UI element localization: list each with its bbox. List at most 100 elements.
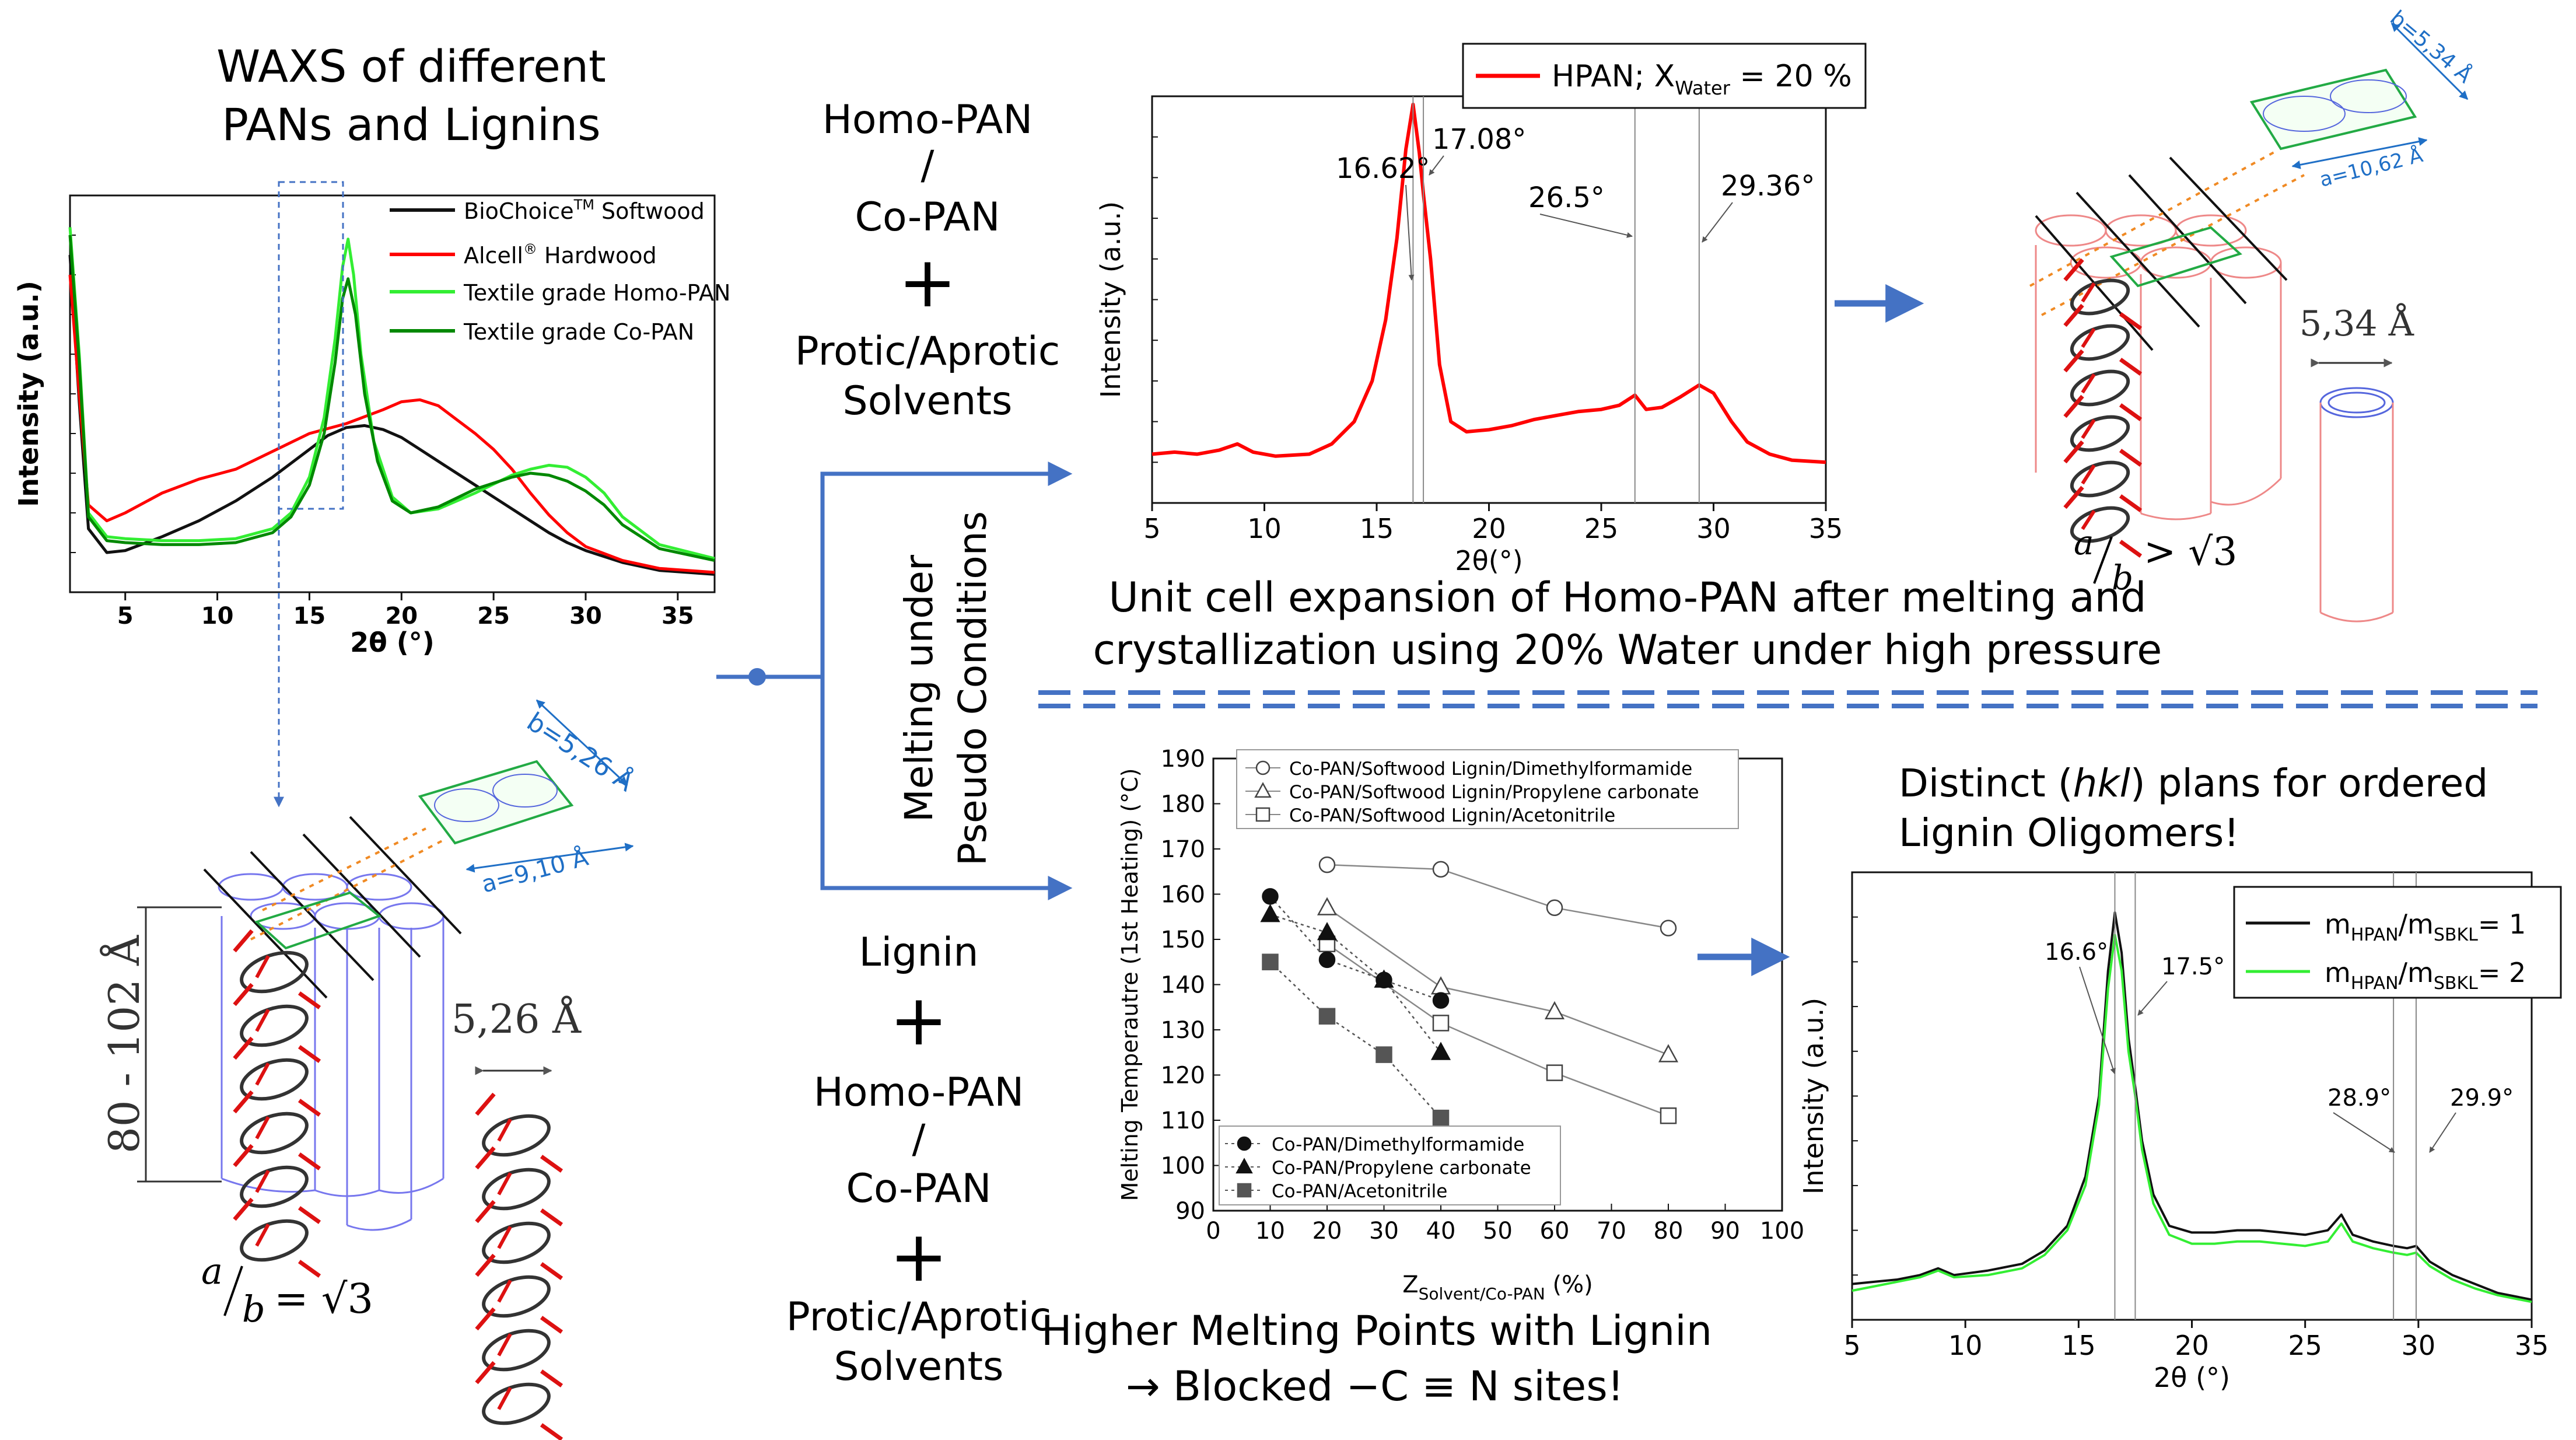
lignin-waxs-panel: Distinct (hkl) plans for ordered Lignin … <box>1798 761 2562 1393</box>
hpan-caption-line1: Unit cell expansion of Homo-PAN after me… <box>1109 574 2147 621</box>
x-tick-label: 35 <box>662 603 694 630</box>
data-point <box>1317 922 1338 941</box>
side-group <box>475 1092 496 1116</box>
side-group <box>540 1423 564 1440</box>
data-point <box>1660 1107 1677 1124</box>
side-group <box>255 1169 270 1193</box>
x-axis-label: 2θ (°) <box>2154 1362 2230 1393</box>
y-tick-label: 90 <box>1175 1198 1205 1225</box>
waxs-title-line1: WAXS of different <box>216 40 606 92</box>
hpan-caption-line2: crystallization using 20% Water under hi… <box>1093 626 2162 674</box>
branch-label: Melting under Pseudo Conditions <box>897 511 995 866</box>
helix-turn <box>482 1168 551 1211</box>
peak-annotation-arrow <box>2429 1112 2456 1153</box>
chain-height-label: 80 - 102 Å <box>99 935 149 1154</box>
x-tick-label: 20 <box>1472 513 1506 544</box>
side-group <box>255 955 270 978</box>
chain-spacing-left: 5,26 Å <box>452 996 582 1043</box>
svg-text:+: + <box>890 980 949 1061</box>
y-tick-label: 180 <box>1161 791 1205 818</box>
center-top-text: Homo-PAN / Co-PAN + Protic/Aprotic Solve… <box>795 97 1060 424</box>
y-tick-label: 100 <box>1161 1153 1205 1180</box>
x-tick-label: 10 <box>201 603 234 630</box>
helix-turn <box>240 1219 309 1262</box>
data-point <box>1237 1136 1252 1151</box>
lignin-legend: mHPAN/mSBKL= 1 mHPAN/mSBKL= 2 <box>2233 886 2562 999</box>
svg-text:Solvents: Solvents <box>843 378 1013 424</box>
waxs-legend: BioChoiceTM Softwood Alcell® Hardwood Te… <box>390 197 730 345</box>
helix-turn <box>2070 506 2130 543</box>
y-tick-label: 140 <box>1161 972 1205 999</box>
series-line-3 <box>1326 943 1669 1117</box>
data-point <box>1432 1015 1450 1032</box>
x-tick-label: 20 <box>2175 1330 2209 1361</box>
data-point <box>1546 1064 1563 1081</box>
lignin-legend-1: mHPAN/mSBKL= 1 <box>2325 908 2526 945</box>
helix-turn <box>240 1112 309 1155</box>
legend-label: Co-PAN/Softwood Lignin/Acetonitrile <box>1289 805 1615 826</box>
side-group <box>298 1045 321 1063</box>
y-tick-label: 110 <box>1161 1107 1205 1134</box>
side-group <box>2081 373 2096 394</box>
side-group <box>2063 394 2084 418</box>
helix-turn <box>240 950 309 994</box>
side-group <box>255 1062 270 1086</box>
peak-label: 16.62° <box>1336 152 1430 185</box>
side-group <box>2081 418 2096 439</box>
data-point <box>1254 782 1272 798</box>
svg-text:Homo-PAN: Homo-PAN <box>814 1069 1024 1116</box>
x-tick-label: 5 <box>1843 1330 1860 1361</box>
side-group <box>2119 403 2143 421</box>
side-group <box>2119 540 2143 558</box>
peak-annotation-arrow <box>1702 202 1733 243</box>
series-line-4 <box>68 235 715 562</box>
helix-turn <box>482 1221 551 1264</box>
unit-cell-bundle-left <box>254 891 382 950</box>
plot-frame <box>1151 95 1827 504</box>
peak-label: 29.9° <box>2450 1085 2514 1112</box>
helix-bundle-right <box>2063 258 2143 558</box>
lattice-lines-right <box>2035 156 2288 351</box>
series-line-2 <box>1326 907 1669 1055</box>
side-group <box>475 1146 496 1170</box>
x-tick-label: 5 <box>117 603 134 630</box>
helix-turn <box>482 1275 551 1318</box>
x-tick-label: 50 <box>1483 1218 1513 1245</box>
x-tick-label: 60 <box>1540 1218 1570 1245</box>
legend-label: Co-PAN/Propylene carbonate <box>1272 1158 1531 1179</box>
helix-turn <box>2070 324 2130 361</box>
x-tick-label: 80 <box>1654 1218 1684 1245</box>
x-axis-label: 2θ(°) <box>1455 545 1522 576</box>
legend-box-top <box>1236 749 1739 829</box>
peak-annotation-arrow <box>2137 981 2168 1016</box>
x-tick-label: 0 <box>1206 1218 1220 1245</box>
helix-single-left <box>475 1092 564 1440</box>
side-group <box>2063 303 2084 327</box>
data-point <box>1237 1183 1252 1198</box>
b-dimension-right: b=5,34 Å <box>2385 5 2477 88</box>
data-point <box>1432 1109 1450 1127</box>
x-tick-label: 25 <box>1584 513 1619 544</box>
peak-annotation-arrow <box>1429 155 1444 176</box>
side-group <box>475 1307 496 1331</box>
lignin-waxs-chart: 5 10 15 20 25 30 35 2θ (°) Intensity (a.u.) 16.6°… <box>1798 871 2549 1393</box>
y-axis-label: Intensity (a.u.) <box>13 281 44 507</box>
side-group <box>255 1223 270 1247</box>
side-group <box>233 1197 254 1221</box>
ratio-right: a b > √3 <box>2074 523 2237 597</box>
side-group <box>2119 494 2143 512</box>
y-tick-label: 130 <box>1161 1017 1205 1044</box>
side-group <box>475 1361 496 1385</box>
side-group <box>255 1116 270 1140</box>
hpan-legend-label: HPAN; XWater = 20 % <box>1552 59 1852 99</box>
x-tick-label: 10 <box>1948 1330 1983 1361</box>
side-group <box>540 1369 564 1387</box>
x-tick-label: 30 <box>569 603 602 630</box>
x-tick-label: 5 <box>1143 513 1160 544</box>
side-group <box>497 1333 512 1357</box>
data-point <box>1374 969 1394 988</box>
data-point <box>1430 1041 1451 1060</box>
data-point <box>1262 953 1279 970</box>
y-tick-label: 150 <box>1161 927 1205 953</box>
